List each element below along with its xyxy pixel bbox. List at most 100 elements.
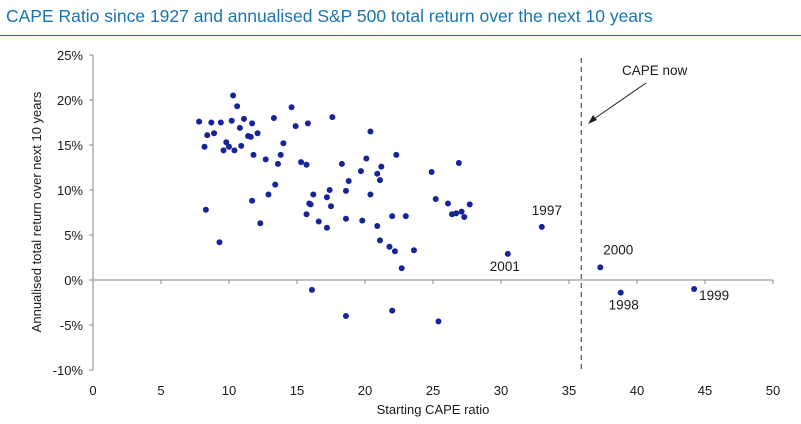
data-point bbox=[196, 118, 203, 125]
y-tick-label: 10% bbox=[57, 183, 83, 198]
data-point bbox=[342, 187, 349, 194]
data-point bbox=[449, 211, 456, 218]
data-point bbox=[376, 177, 383, 184]
y-axis-title: Annualised total return over next 10 yea… bbox=[29, 91, 44, 332]
data-point bbox=[391, 248, 398, 255]
data-point bbox=[345, 178, 352, 184]
year-label: 1999 bbox=[699, 288, 729, 303]
data-point bbox=[226, 143, 232, 150]
x-tick-label: 10 bbox=[222, 383, 236, 398]
data-point bbox=[617, 289, 624, 296]
data-point bbox=[280, 140, 287, 147]
data-point bbox=[262, 156, 269, 163]
data-points bbox=[196, 92, 698, 325]
y-tick-label: -5% bbox=[60, 318, 84, 333]
data-point bbox=[386, 243, 393, 250]
data-point bbox=[597, 264, 604, 271]
data-point bbox=[367, 128, 374, 135]
x-tick-label: 20 bbox=[358, 383, 372, 398]
data-point bbox=[374, 223, 381, 229]
data-point bbox=[288, 104, 295, 111]
data-point bbox=[250, 151, 257, 158]
data-point bbox=[303, 161, 310, 168]
year-label: 2000 bbox=[603, 242, 633, 257]
data-point bbox=[204, 132, 211, 139]
cape-now-label: CAPE now bbox=[622, 63, 688, 78]
data-point bbox=[398, 265, 405, 272]
data-point bbox=[378, 163, 385, 170]
data-point bbox=[272, 181, 279, 188]
data-point bbox=[310, 191, 317, 198]
data-point bbox=[220, 147, 227, 154]
title-divider bbox=[0, 35, 801, 36]
data-point bbox=[504, 250, 511, 257]
data-point bbox=[376, 237, 383, 244]
year-label: 2001 bbox=[490, 259, 520, 274]
data-point bbox=[234, 103, 241, 110]
data-point bbox=[238, 142, 245, 149]
cape-now-arrow bbox=[590, 82, 647, 122]
year-annotations: 1997 2001 2000 1998 1999 bbox=[490, 203, 729, 313]
data-point bbox=[342, 215, 349, 222]
data-point bbox=[328, 203, 334, 210]
y-tick-label: 15% bbox=[57, 138, 83, 153]
data-point bbox=[202, 206, 209, 213]
data-point bbox=[254, 130, 261, 137]
data-point bbox=[247, 133, 254, 140]
data-point bbox=[223, 139, 230, 146]
x-tick-label: 5 bbox=[157, 383, 164, 398]
data-point bbox=[691, 286, 698, 292]
data-point bbox=[363, 155, 370, 162]
data-point bbox=[466, 201, 473, 208]
data-point bbox=[315, 218, 322, 225]
data-point bbox=[338, 160, 345, 167]
x-axis-title: Starting CAPE ratio bbox=[377, 402, 490, 417]
data-point bbox=[357, 168, 364, 175]
data-point bbox=[374, 170, 381, 177]
data-point bbox=[217, 119, 224, 126]
data-point bbox=[455, 160, 462, 166]
data-point bbox=[458, 208, 465, 215]
data-point bbox=[461, 214, 468, 220]
data-point bbox=[435, 318, 442, 325]
data-point bbox=[308, 286, 315, 293]
data-point bbox=[292, 123, 299, 130]
data-point bbox=[257, 220, 264, 227]
y-tick-label: 5% bbox=[64, 228, 83, 243]
data-point bbox=[304, 120, 311, 127]
data-point bbox=[274, 160, 281, 167]
data-point bbox=[277, 151, 284, 158]
data-point bbox=[303, 211, 310, 218]
year-label: 1997 bbox=[532, 203, 562, 218]
data-point bbox=[329, 114, 336, 121]
x-tick-label: 45 bbox=[698, 383, 712, 398]
data-point bbox=[216, 239, 223, 246]
data-point bbox=[444, 200, 451, 207]
data-point bbox=[410, 247, 417, 254]
data-point bbox=[236, 124, 243, 131]
cape-now-arrowhead bbox=[588, 115, 597, 124]
data-point bbox=[208, 119, 215, 126]
data-point bbox=[240, 115, 247, 122]
y-tick-label: 0% bbox=[64, 273, 83, 288]
data-point bbox=[389, 307, 396, 314]
data-point bbox=[323, 194, 330, 201]
data-point bbox=[249, 120, 256, 127]
data-point bbox=[432, 196, 439, 202]
x-tick-label: 40 bbox=[630, 383, 644, 398]
data-point bbox=[307, 201, 314, 208]
data-point bbox=[231, 147, 238, 154]
data-point bbox=[270, 115, 277, 121]
data-point bbox=[389, 213, 396, 220]
data-point bbox=[201, 143, 208, 150]
data-point bbox=[402, 213, 409, 220]
chart-title: CAPE Ratio since 1927 and annualised S&P… bbox=[6, 6, 653, 26]
data-point bbox=[265, 191, 272, 198]
data-point bbox=[367, 191, 374, 198]
x-tick-label: 0 bbox=[89, 383, 96, 398]
data-point bbox=[230, 92, 237, 99]
data-point bbox=[359, 217, 366, 224]
x-axis-ticks: 0 5 10 15 20 25 30 35 40 45 50 bbox=[89, 280, 780, 398]
x-tick-label: 50 bbox=[766, 383, 780, 398]
y-tick-label: 20% bbox=[57, 93, 83, 108]
